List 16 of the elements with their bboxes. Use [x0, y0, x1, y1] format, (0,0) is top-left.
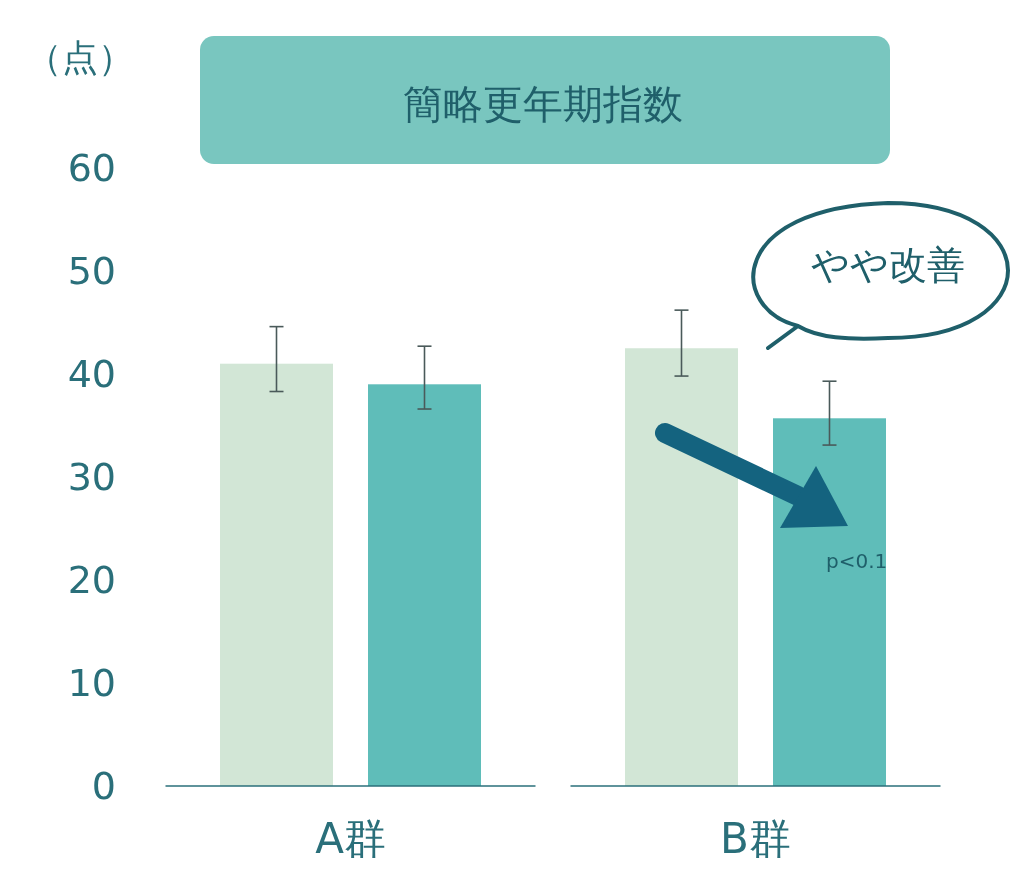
y-tick-label: 30 [67, 455, 116, 500]
x-tick-label: B群 [720, 814, 791, 863]
bar [220, 363, 333, 786]
y-tick-label: 50 [67, 249, 116, 294]
bar [368, 384, 481, 786]
y-tick-label: 60 [67, 146, 116, 191]
annotation: p<0.1 [826, 549, 888, 573]
bar [773, 418, 886, 786]
y-tick-label: 20 [67, 558, 116, 603]
x-tick-label: A群 [315, 814, 386, 863]
y-axis-title: （点） [26, 37, 134, 78]
y-tick-label: 40 [67, 352, 116, 397]
annotation: やや改善 [811, 243, 965, 287]
chart-title: 簡略更年期指数 [403, 81, 683, 127]
y-tick-label: 10 [67, 661, 116, 706]
y-tick-label: 0 [91, 764, 116, 809]
